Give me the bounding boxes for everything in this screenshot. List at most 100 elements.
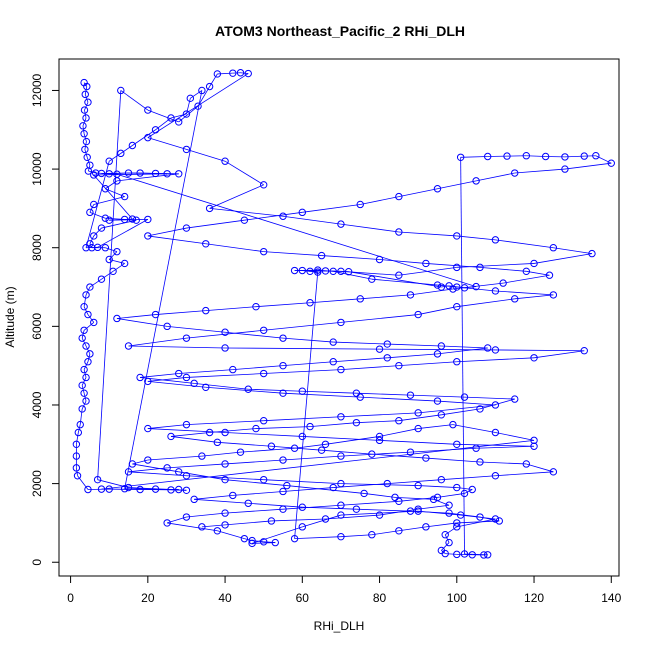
data-point: [151, 310, 160, 319]
series-segment: [116, 314, 156, 319]
data-point: [476, 405, 484, 413]
series-segment: [302, 436, 380, 441]
series-segment: [387, 343, 442, 347]
data-point: [549, 244, 558, 252]
data-point: [337, 479, 345, 488]
series-segment: [186, 373, 264, 378]
data-point: [144, 232, 152, 240]
data-point: [549, 291, 558, 299]
series-segment: [186, 512, 226, 518]
series-segment: [225, 459, 284, 465]
series-segment: [437, 347, 488, 355]
series-segment: [360, 196, 399, 205]
data-point: [175, 485, 183, 494]
data-point: [306, 422, 314, 431]
series-segment: [128, 345, 226, 349]
data-point: [422, 523, 430, 531]
series-segment: [282, 455, 341, 461]
series-segment: [81, 337, 87, 347]
series-segment: [147, 227, 187, 237]
series-segment: [418, 485, 457, 488]
series-segment: [533, 253, 593, 264]
series-segment: [398, 231, 457, 237]
data-point: [151, 169, 160, 178]
data-point: [414, 310, 422, 319]
series-segment: [302, 204, 361, 213]
data-point: [433, 281, 442, 289]
series-segment: [464, 286, 477, 289]
data-point: [182, 420, 191, 429]
series-segment: [147, 424, 187, 429]
x-tick-label: 80: [373, 591, 387, 605]
data-point: [84, 485, 92, 494]
x-axis-label: RHi_DLH: [314, 619, 365, 633]
data-point: [73, 472, 82, 480]
data-point: [101, 185, 110, 193]
data-point: [337, 532, 345, 541]
series-segment: [147, 73, 249, 138]
data-point: [82, 397, 90, 405]
data-point: [221, 521, 229, 529]
series-segment: [340, 412, 419, 418]
data-point: [221, 460, 229, 468]
data-point: [144, 377, 152, 386]
data-point: [279, 212, 287, 220]
y-tick-label: 6000: [30, 313, 44, 340]
series-segment: [310, 298, 361, 304]
series-segment: [456, 298, 515, 308]
series-segment: [398, 361, 457, 367]
series-segment: [128, 337, 187, 347]
series-segment: [398, 188, 438, 197]
series-segment: [479, 266, 527, 272]
series-segment: [449, 512, 481, 518]
data-point: [163, 519, 171, 527]
data-point: [124, 483, 133, 492]
data-point: [120, 485, 129, 493]
series-segment: [379, 428, 419, 437]
series-segment: [444, 534, 450, 543]
data-point: [93, 475, 102, 484]
data-point: [259, 369, 268, 378]
series-segment: [387, 353, 438, 359]
data-point: [391, 493, 399, 502]
series-segment: [321, 449, 372, 455]
data-point: [74, 428, 83, 437]
series-segment: [225, 479, 287, 486]
data-point: [244, 385, 252, 393]
y-tick-label: 2000: [30, 470, 44, 497]
data-point: [136, 169, 144, 177]
data-point: [81, 145, 89, 154]
series-segment: [147, 137, 187, 150]
series-segment: [147, 428, 226, 433]
data-point: [182, 472, 191, 480]
data-point: [491, 346, 500, 354]
data-point: [453, 523, 461, 531]
series-segment: [310, 422, 357, 427]
data-point: [511, 169, 519, 177]
data-point: [337, 511, 345, 519]
data-point: [356, 200, 364, 209]
series-segment: [379, 439, 457, 445]
data-point: [530, 259, 538, 268]
data-point: [113, 247, 121, 256]
data-point: [522, 267, 531, 276]
series-segment: [93, 196, 125, 205]
y-tick-label: 12000: [30, 73, 44, 107]
series-segment: [83, 82, 88, 87]
data-point: [144, 133, 152, 142]
series-segment: [147, 455, 202, 461]
series-segment: [456, 487, 473, 490]
series-segment: [252, 542, 276, 544]
series-segment: [232, 365, 284, 370]
series-segment: [97, 90, 122, 480]
series-segment: [84, 102, 89, 111]
data-point: [113, 314, 121, 323]
series-segment: [209, 184, 264, 209]
data-point: [128, 215, 137, 223]
data-point: [356, 295, 364, 303]
series-segment: [503, 274, 550, 284]
data-point: [72, 440, 81, 448]
series-segment: [225, 432, 303, 437]
data-point: [144, 215, 152, 224]
series-segment: [255, 426, 311, 429]
